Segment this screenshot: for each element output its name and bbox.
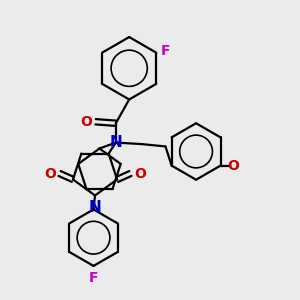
Text: O: O — [44, 167, 56, 181]
Text: N: N — [88, 200, 101, 215]
Text: F: F — [161, 44, 170, 58]
Text: O: O — [80, 115, 92, 129]
Text: N: N — [110, 135, 122, 150]
Text: O: O — [227, 159, 239, 172]
Text: F: F — [89, 271, 98, 285]
Text: O: O — [134, 167, 146, 181]
